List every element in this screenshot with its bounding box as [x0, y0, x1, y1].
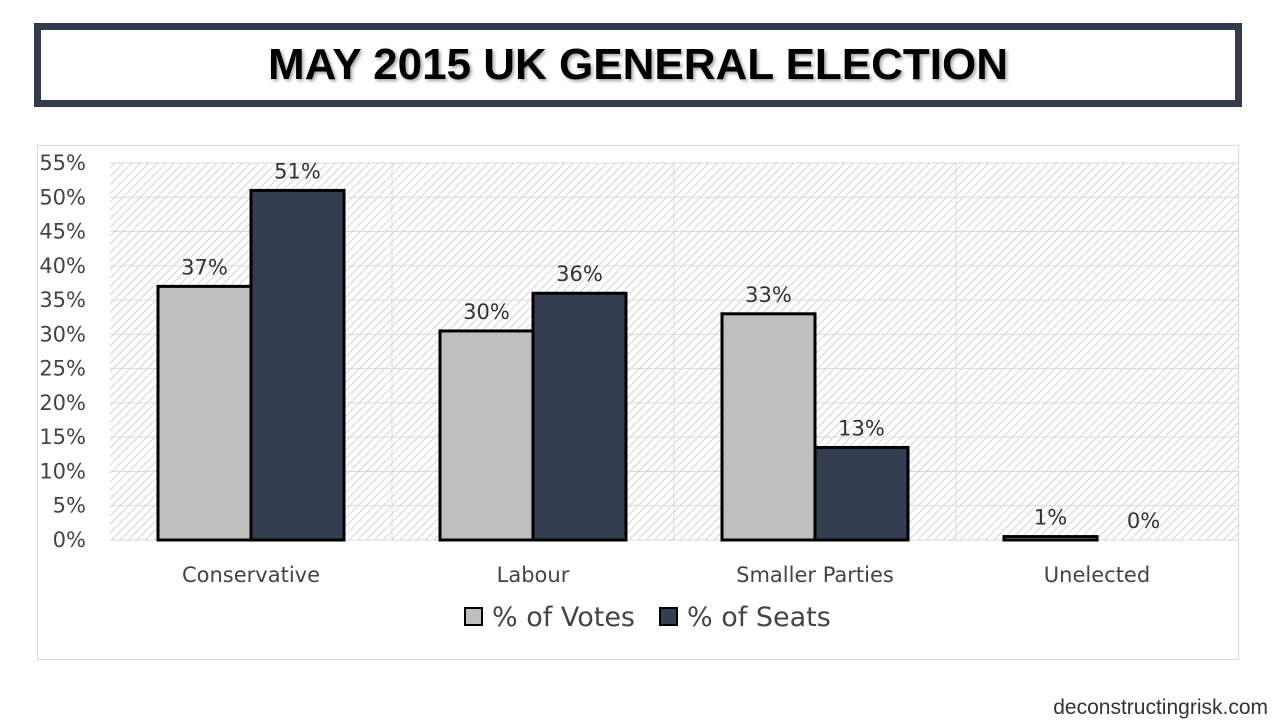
category-label: Conservative: [182, 563, 320, 587]
title-banner: MAY 2015 UK GENERAL ELECTION: [34, 23, 1242, 107]
legend-label: % of Votes: [492, 602, 635, 633]
y-tick-label: 15%: [39, 425, 86, 449]
y-tick-label: 55%: [39, 151, 86, 175]
bar-chart: 0% 5% 10% 15% 20% 25% 30% 35% 40% 45% 50% 55% 37% 51…: [39, 151, 1238, 633]
bar-seats: [813, 445, 910, 542]
category-label: Labour: [497, 563, 570, 587]
legend-swatch: [659, 607, 678, 626]
bar-votes: [156, 284, 253, 542]
y-tick-label: 50%: [39, 185, 86, 209]
data-label: 33%: [745, 283, 792, 307]
data-label: 13%: [838, 416, 885, 440]
bar-votes: [438, 329, 535, 542]
bar-votes: [720, 312, 817, 542]
legend-swatch: [464, 607, 483, 626]
y-tick-label: 20%: [39, 391, 86, 415]
category-label: Smaller Parties: [736, 563, 894, 587]
y-tick-label: 35%: [39, 288, 86, 312]
data-label: 0%: [1127, 509, 1160, 533]
data-label: 1%: [1034, 506, 1067, 530]
data-label: 36%: [556, 262, 603, 286]
y-tick-label: 0%: [53, 528, 86, 552]
y-tick-label: 45%: [39, 220, 86, 244]
category-label: Unelected: [1044, 563, 1150, 587]
chart-area: 0% 5% 10% 15% 20% 25% 30% 35% 40% 45% 50% 55% 37% 51…: [37, 145, 1239, 660]
y-tick-label: 25%: [39, 357, 86, 381]
y-tick-label: 30%: [39, 322, 86, 346]
data-label: 37%: [181, 255, 228, 279]
bar-seats: [531, 291, 628, 542]
bar-votes: [1002, 535, 1099, 542]
legend-label: % of Seats: [687, 602, 831, 633]
y-tick-label: 5%: [53, 494, 86, 518]
data-label: 30%: [463, 300, 510, 324]
source-footer: deconstructingrisk.com: [1053, 696, 1268, 719]
page-title: MAY 2015 UK GENERAL ELECTION: [267, 40, 1009, 89]
bar-seats: [249, 188, 346, 542]
data-label: 51%: [274, 159, 321, 183]
y-tick-label: 10%: [39, 459, 86, 483]
y-tick-label: 40%: [39, 254, 86, 278]
